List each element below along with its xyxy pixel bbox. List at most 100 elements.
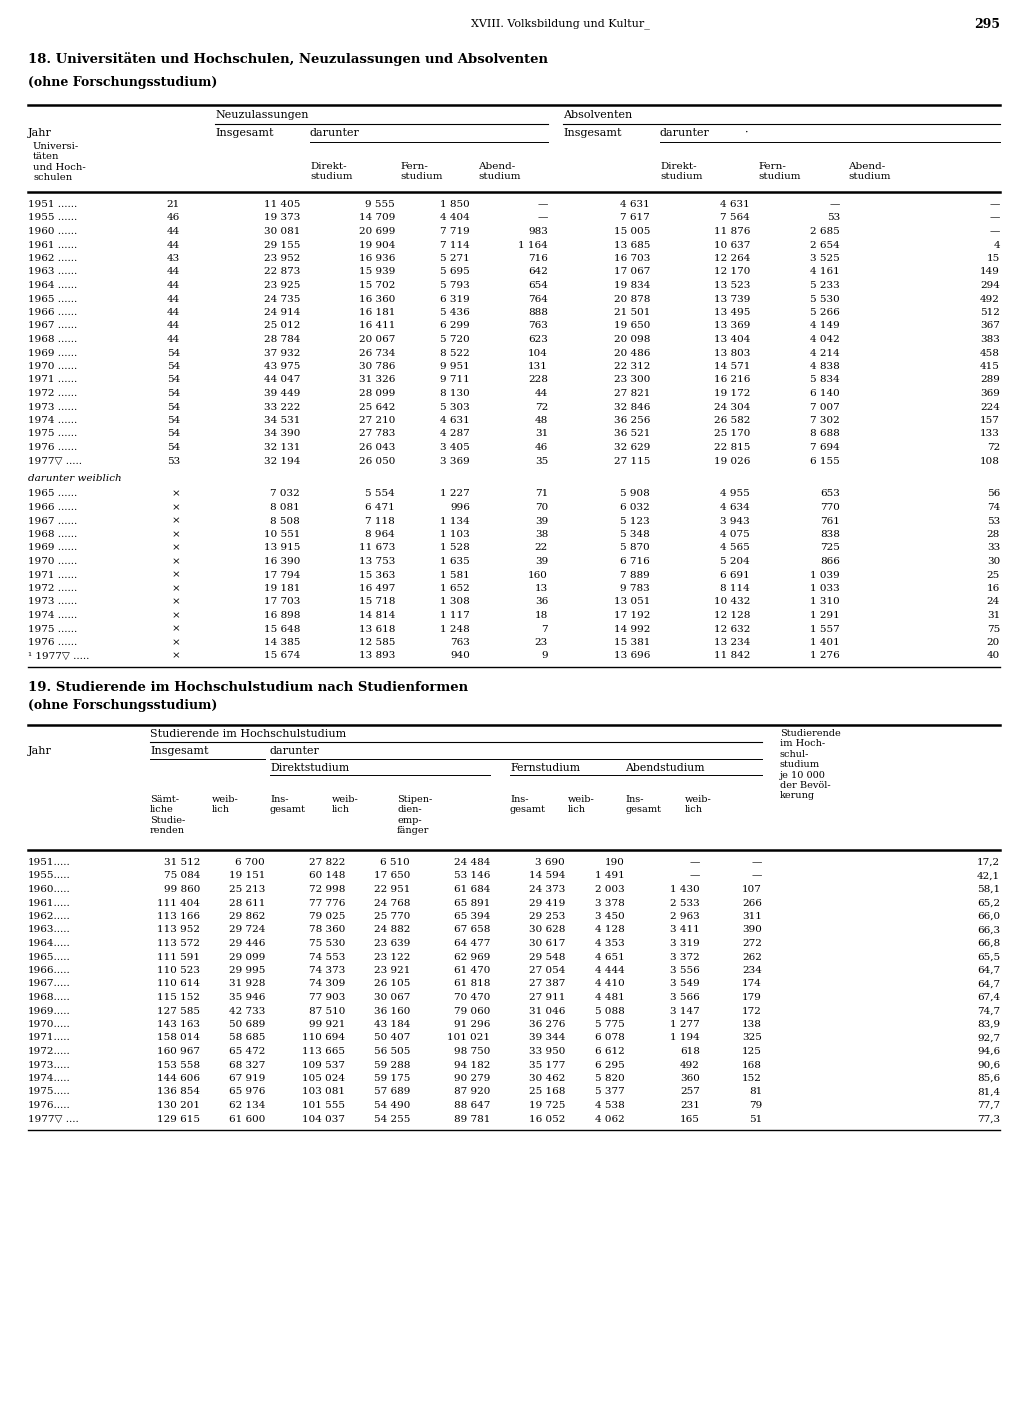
Text: 15: 15 [987,255,1000,263]
Text: 1955 ......: 1955 ...... [28,214,77,222]
Text: 231: 231 [680,1101,700,1109]
Text: 20 486: 20 486 [613,348,650,358]
Text: 2 963: 2 963 [671,913,700,921]
Text: 19 151: 19 151 [228,872,265,880]
Text: 16 703: 16 703 [613,255,650,263]
Text: 28 784: 28 784 [263,335,300,344]
Text: 2 003: 2 003 [595,884,625,894]
Text: 27 783: 27 783 [358,430,395,439]
Text: 15 381: 15 381 [613,638,650,647]
Text: 4 042: 4 042 [810,335,840,344]
Text: 13 495: 13 495 [714,308,750,317]
Text: 56 505: 56 505 [374,1047,410,1056]
Text: —: — [538,200,548,209]
Text: 3 450: 3 450 [595,913,625,921]
Text: 1964.....: 1964..... [28,940,71,948]
Text: 4: 4 [993,241,1000,249]
Text: 26 050: 26 050 [358,457,395,466]
Text: 1970.....: 1970..... [28,1020,71,1029]
Text: 1 528: 1 528 [440,543,470,552]
Text: 234: 234 [742,966,762,975]
Text: 2 685: 2 685 [810,226,840,236]
Text: 23 639: 23 639 [374,940,410,948]
Text: 5 793: 5 793 [440,282,470,290]
Text: 54 255: 54 255 [374,1115,410,1124]
Text: 61 470: 61 470 [454,966,490,975]
Text: 8 688: 8 688 [810,430,840,439]
Text: 35: 35 [535,457,548,466]
Text: 1976.....: 1976..... [28,1101,71,1109]
Text: 19 181: 19 181 [263,584,300,593]
Text: ·: · [745,127,749,139]
Text: (ohne Forschungsstudium): (ohne Forschungsstudium) [28,76,217,89]
Text: XVIII. Volksbildung und Kultur_: XVIII. Volksbildung und Kultur_ [471,18,649,28]
Text: 48: 48 [535,416,548,424]
Text: 1 103: 1 103 [440,531,470,539]
Text: 3 369: 3 369 [440,457,470,466]
Text: 5 348: 5 348 [621,531,650,539]
Text: 113 572: 113 572 [157,940,200,948]
Text: 642: 642 [528,267,548,276]
Text: 1975 ......: 1975 ...... [28,430,77,439]
Text: 25: 25 [987,570,1000,580]
Text: 44: 44 [167,282,180,290]
Text: 3 405: 3 405 [440,443,470,451]
Text: 6 032: 6 032 [621,502,650,512]
Text: 9 711: 9 711 [440,375,470,385]
Text: 72: 72 [987,443,1000,451]
Text: 30 067: 30 067 [374,993,410,1002]
Text: 4 062: 4 062 [595,1115,625,1124]
Text: 228: 228 [528,375,548,385]
Text: Studierende
im Hoch-
schul-
studium
je 10 000
der Bevöl-
kerung: Studierende im Hoch- schul- studium je 1… [780,729,841,801]
Text: 6 295: 6 295 [595,1060,625,1070]
Text: 5 204: 5 204 [720,558,750,566]
Text: 74 309: 74 309 [308,979,345,989]
Text: 14 709: 14 709 [358,214,395,222]
Text: 325: 325 [742,1033,762,1043]
Text: 22 312: 22 312 [613,362,650,371]
Text: 1951 ......: 1951 ...... [28,200,77,209]
Text: 22 873: 22 873 [263,267,300,276]
Text: 13 051: 13 051 [613,597,650,607]
Text: —: — [989,226,1000,236]
Text: 94,6: 94,6 [977,1047,1000,1056]
Text: 101 021: 101 021 [447,1033,490,1043]
Text: 4 955: 4 955 [720,490,750,498]
Text: 160 967: 160 967 [157,1047,200,1056]
Text: Absolventen: Absolventen [563,110,632,120]
Text: 168: 168 [742,1060,762,1070]
Text: 11 405: 11 405 [263,200,300,209]
Text: 4 161: 4 161 [810,267,840,276]
Text: 75 084: 75 084 [164,872,200,880]
Text: 5 266: 5 266 [810,308,840,317]
Text: 30 081: 30 081 [263,226,300,236]
Text: 27 821: 27 821 [613,389,650,398]
Text: 44: 44 [167,335,180,344]
Text: 1960.....: 1960..... [28,884,71,894]
Text: 20 878: 20 878 [613,294,650,303]
Text: 29 862: 29 862 [228,913,265,921]
Text: 415: 415 [980,362,1000,371]
Text: 29 099: 29 099 [228,952,265,962]
Text: 1966 ......: 1966 ...... [28,308,77,317]
Text: 1974 ......: 1974 ...... [28,416,77,424]
Text: 5 436: 5 436 [440,308,470,317]
Text: 262: 262 [742,952,762,962]
Text: 1972 ......: 1972 ...... [28,389,77,398]
Text: 113 166: 113 166 [157,913,200,921]
Text: 28 611: 28 611 [228,899,265,907]
Text: 46: 46 [535,443,548,451]
Text: darunter weiblich: darunter weiblich [28,474,122,483]
Text: 31 046: 31 046 [528,1006,565,1016]
Text: 31: 31 [987,611,1000,620]
Text: 56: 56 [987,490,1000,498]
Text: 25 770: 25 770 [374,913,410,921]
Text: 98 750: 98 750 [454,1047,490,1056]
Text: 1972.....: 1972..... [28,1047,71,1056]
Text: 77,7: 77,7 [977,1101,1000,1109]
Text: 940: 940 [451,651,470,661]
Text: 19. Studierende im Hochschulstudium nach Studienformen: 19. Studierende im Hochschulstudium nach… [28,681,468,693]
Text: 54: 54 [167,362,180,371]
Text: 25 012: 25 012 [263,321,300,331]
Text: 19 172: 19 172 [714,389,750,398]
